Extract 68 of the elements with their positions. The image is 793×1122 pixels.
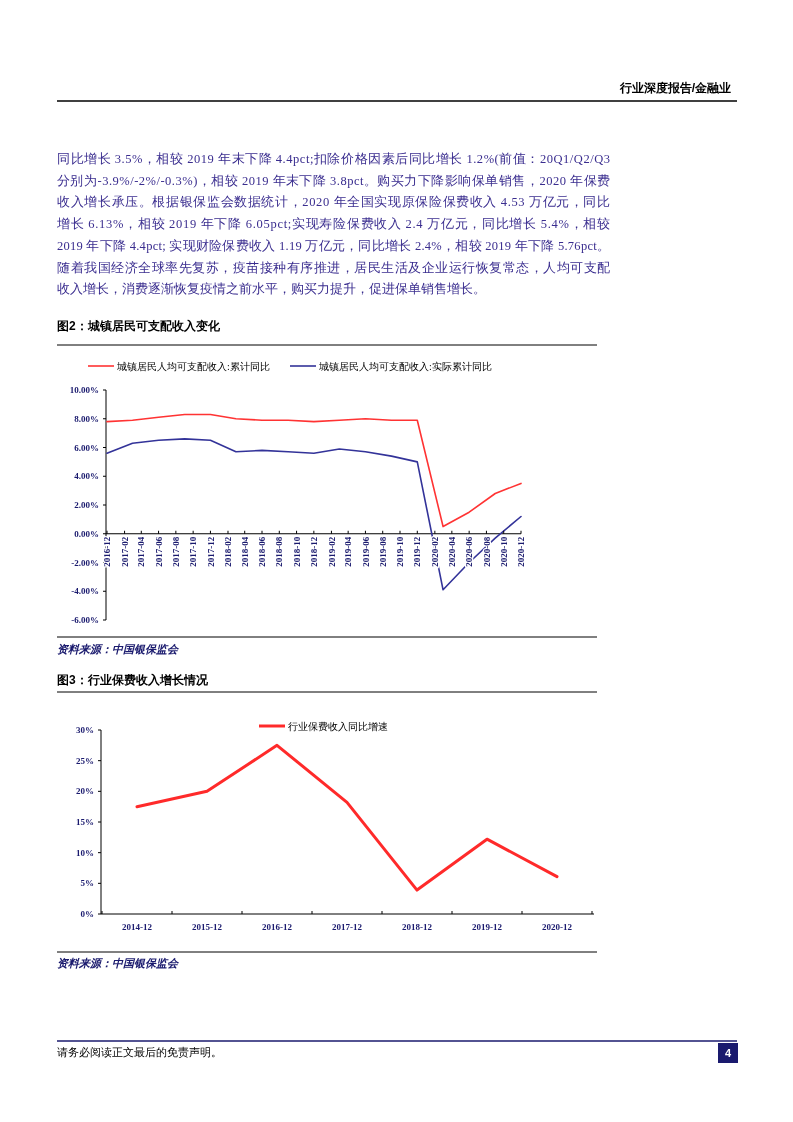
- y-tick-label: -2.00%: [71, 557, 99, 568]
- x-tick-label: 2019-02: [326, 536, 337, 567]
- x-tick-label: 2020-02: [430, 536, 441, 567]
- x-tick-label: 2018-04: [239, 536, 250, 567]
- line-series: [106, 438, 522, 591]
- y-tick-label: 5%: [80, 878, 94, 889]
- x-tick-label: 2020-10: [498, 536, 509, 567]
- x-tick-label: 2019-12: [472, 922, 503, 932]
- x-tick-label: 2020-12: [542, 922, 573, 932]
- x-tick-label: 2017-12: [205, 536, 216, 567]
- x-tick-label: 2018-06: [257, 536, 268, 567]
- y-tick-label: -4.00%: [71, 586, 99, 597]
- y-tick-label: 10%: [76, 847, 94, 858]
- y-tick-label: 4.00%: [74, 471, 99, 482]
- y-tick-label: 8.00%: [74, 413, 99, 424]
- y-tick-label: 20%: [76, 786, 94, 797]
- legend-label: 城镇居民人均可支配收入:累计同比: [116, 360, 270, 372]
- x-tick-label: 2019-10: [395, 536, 406, 567]
- x-tick-label: 2019-04: [343, 536, 354, 567]
- x-tick-label: 2018-02: [223, 536, 234, 567]
- y-tick-label: 2.00%: [74, 500, 99, 511]
- x-tick-label: 2017-10: [188, 536, 199, 567]
- chart-title: 图3：行业保费收入增长情况: [57, 673, 209, 687]
- text: 2019 年下降 4.4pct; 实现财险保费收入 1.19 万亿元，同比增长 2.4%，相较 2019 年下降 5.76pct。: [57, 238, 610, 253]
- x-tick-label: 2017-02: [119, 536, 130, 567]
- x-tick-label: 2018-08: [274, 536, 285, 567]
- x-tick-label: 2019-06: [360, 536, 371, 567]
- text: 资料来源：中国银保监会: [57, 643, 180, 655]
- text: 行业深度报告/金融业: [618, 81, 731, 95]
- x-tick-label: 2020-12: [516, 536, 527, 567]
- text: 请务必阅读正文最后的免责声明。: [57, 1046, 222, 1058]
- x-tick-label: 2020-06: [464, 536, 475, 567]
- x-tick-label: 2017-08: [171, 536, 182, 567]
- y-tick-label: -6.00%: [71, 615, 99, 626]
- text: 分别为-3.9%/-2%/-0.3%)，相较 2019 年末下降 3.8pct。购买力下降影响保单销售，2020 年保费: [57, 173, 610, 188]
- x-tick-label: 2017-12: [332, 922, 363, 932]
- x-tick-label: 2016-12: [102, 536, 113, 567]
- x-tick-label: 2015-12: [192, 922, 223, 932]
- text: 随着我国经济全球率先复苏，疫苗接种有序推进，居民生活及企业运行恢复常态，人均可支配: [57, 259, 610, 275]
- legend-label: 行业保费收入同比增速: [288, 720, 388, 732]
- y-tick-label: 10.00%: [69, 385, 99, 396]
- y-tick-label: 0.00%: [74, 528, 99, 539]
- x-tick-label: 2016-12: [262, 922, 293, 932]
- y-tick-label: 0%: [80, 909, 94, 920]
- x-tick-label: 2018-12: [402, 922, 433, 932]
- y-tick-label: 30%: [76, 725, 94, 736]
- x-tick-label: 2014-12: [122, 922, 153, 932]
- x-tick-label: 2017-04: [136, 536, 147, 567]
- x-tick-label: 2018-10: [291, 536, 302, 567]
- text: 收入增长，消费逐渐恢复疫情之前水平，购买力提升，促进保单销售增长。: [57, 282, 486, 297]
- chart-title: 图2：城镇居民可支配收入变化: [57, 319, 221, 333]
- line-series: [135, 743, 559, 892]
- text: 4: [724, 1046, 732, 1059]
- line-series: [106, 413, 522, 528]
- text: 同比增长 3.5%，相较 2019 年末下降 4.4pct;扣除价格因素后同比增长 1.2%(前值：20Q1/Q2/Q3: [57, 152, 610, 166]
- y-tick-label: 15%: [76, 817, 94, 828]
- y-tick-label: 25%: [76, 755, 94, 766]
- x-tick-label: 2018-12: [309, 536, 320, 567]
- y-tick-label: 6.00%: [74, 442, 99, 453]
- legend-label: 城镇居民人均可支配收入:实际累计同比: [318, 360, 492, 372]
- text: 增长 6.13%，相较 2019 年下降 6.05pct;实现寿险保费收入 2.4 万亿元，同比增长 5.4%，相较: [56, 217, 610, 232]
- x-tick-label: 2019-12: [412, 536, 423, 567]
- x-tick-label: 2020-04: [447, 536, 458, 567]
- text: 收入增长承压。根据银保监会数据统计，2020 年全国实现原保险保费收入 4.53 万亿元，同比: [57, 195, 610, 210]
- x-tick-label: 2020-08: [481, 536, 492, 567]
- text: 资料来源：中国银保监会: [57, 957, 180, 969]
- x-tick-label: 2017-06: [153, 536, 164, 567]
- x-tick-label: 2019-08: [377, 536, 388, 567]
